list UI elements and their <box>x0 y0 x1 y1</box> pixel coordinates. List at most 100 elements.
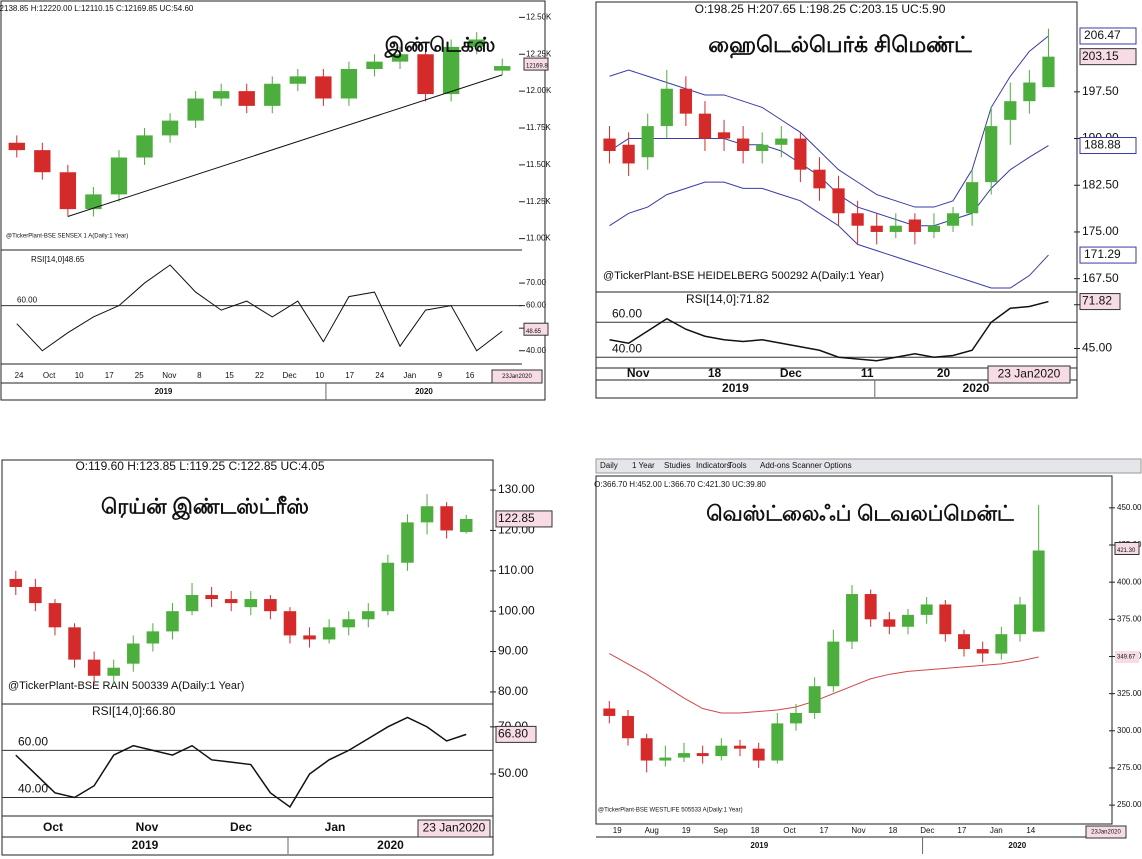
x-tick-label: 16 <box>465 371 474 380</box>
candle-body <box>459 518 473 533</box>
menu-item[interactable]: Options <box>824 461 852 470</box>
x-tick-label: Oct <box>43 371 56 380</box>
candle-body <box>622 144 635 164</box>
rsi-level-label: 40.00 <box>612 341 642 355</box>
x-tick-label: Dec <box>780 366 802 380</box>
candle-body <box>87 659 101 676</box>
candle-body <box>440 506 453 531</box>
x-tick-label: 20 <box>937 366 951 380</box>
candle-body <box>958 634 970 650</box>
y-tick-label: 400.00 <box>1117 577 1142 586</box>
rsi-value-label: 48.65 <box>526 329 542 335</box>
menu-item[interactable]: Indicators <box>696 461 731 470</box>
panel-border <box>595 1 1078 399</box>
x-tick-label: Oct <box>43 820 63 834</box>
rsi-label: RSI[14,0]:71.82 <box>686 292 770 306</box>
year-label: 2020 <box>1008 841 1026 850</box>
candle-body <box>381 562 395 612</box>
y-tick-label: 100.00 <box>498 603 535 617</box>
y-tick-label: 300.00 <box>1117 726 1142 735</box>
x-tick-label: 8 <box>197 371 202 380</box>
x-tick-label: Sep <box>713 826 728 835</box>
rsi-value-label: 71.82 <box>1082 294 1112 308</box>
panel-border <box>595 475 1113 825</box>
x-tick-label: 18 <box>888 826 897 835</box>
candle-body <box>715 745 728 757</box>
watermark: @TickerPlant-BSE RAIN 500339 A(Daily:1 Y… <box>8 680 244 692</box>
x-tick-label: Aug <box>645 826 659 835</box>
rsi-level-label: 60.00 <box>17 296 38 305</box>
y-tick-label: 375.00 <box>1117 614 1142 623</box>
rsi-level-label: 60.00 <box>612 306 642 320</box>
y-tick-label: 90.00 <box>498 644 528 658</box>
x-tick-label: 25 <box>135 371 144 380</box>
menu-item[interactable]: Scanner <box>792 461 822 470</box>
x-tick-label: 17 <box>105 371 114 380</box>
candle-body <box>136 135 153 158</box>
menu-item[interactable]: Tools <box>728 461 747 470</box>
moving-average <box>609 653 1039 714</box>
candle-body <box>107 667 120 676</box>
candle-body <box>794 138 807 170</box>
candle-body <box>1004 101 1017 120</box>
menu-item[interactable]: Daily <box>600 461 618 470</box>
x-tick-label: Jan <box>325 820 346 834</box>
candle-body <box>315 76 332 99</box>
y-tick-label: 12.50K <box>526 12 552 21</box>
date-box <box>1085 825 1127 839</box>
candle-body <box>771 723 784 761</box>
date-label: 23 Jan2020 <box>423 821 486 835</box>
y-tick-label: 197.50 <box>1082 84 1119 98</box>
x-tick-label: Nov <box>627 366 650 380</box>
candle-body <box>224 599 238 604</box>
year-label: 2019 <box>132 838 159 852</box>
rsi-y-tick-label: 40.00 <box>526 346 547 355</box>
candle-body <box>9 578 23 587</box>
rsi-value-box <box>495 725 537 743</box>
candle-body <box>889 225 902 232</box>
candle-body <box>185 595 199 612</box>
candle-body <box>864 594 877 620</box>
candle-body <box>660 88 673 127</box>
x-tick-label: 14 <box>1026 826 1035 835</box>
date-label: 23 Jan2020 <box>998 367 1061 381</box>
date-box <box>417 819 491 838</box>
candle-body <box>442 46 460 95</box>
y-tick-label: 110.00 <box>498 563 534 577</box>
year-label: 2020 <box>415 387 433 396</box>
candle-body <box>417 54 434 95</box>
y-tick-label: 130.00 <box>498 482 535 496</box>
x-tick-label: 10 <box>75 371 84 380</box>
band-value-box <box>1079 27 1137 45</box>
y-tick-label: 11.50K <box>526 160 551 169</box>
candle-body <box>640 738 653 761</box>
y-tick-label: 325.00 <box>1117 689 1142 698</box>
candle-body <box>161 120 179 136</box>
quote-line: O:119.60 H:123.85 L:119.25 C:122.85 UC:4… <box>75 459 324 473</box>
y-tick-label: 12.25K <box>526 49 552 58</box>
candle-body <box>238 91 255 106</box>
x-tick-label: Jan <box>990 826 1003 835</box>
candle-body <box>832 188 845 214</box>
date-label: 23Jan2020 <box>1091 830 1121 836</box>
candle-body <box>737 138 750 151</box>
candle-body <box>1014 604 1026 635</box>
chart-title: இண்டெக்ஸ் <box>384 34 496 58</box>
rsi-label: RSI[14,0]:66.80 <box>92 704 176 718</box>
chart-title: ஹைடெல்பெர்க் சிமெண்ட் <box>708 32 972 59</box>
date-box <box>987 365 1071 384</box>
candle-body <box>717 132 731 139</box>
x-tick-label: 15 <box>225 371 234 380</box>
candle-body <box>110 157 128 195</box>
candle-body <box>622 715 634 739</box>
menu-item[interactable]: Add-ons <box>760 461 790 470</box>
y-tick-label: 167.50 <box>1082 271 1119 285</box>
x-tick-label: Nov <box>851 826 865 835</box>
candle-body <box>790 712 802 724</box>
menu-item[interactable]: 1 Year <box>632 461 655 470</box>
rsi-label: RSI[14,0]48.65 <box>31 255 85 264</box>
menu-item[interactable]: Studies <box>664 461 691 470</box>
watermark: @TickerPlant-BSE WESTLIFE 505533 A(Daily… <box>598 808 743 814</box>
rsi-y-tick-label: 60.00 <box>526 301 547 310</box>
